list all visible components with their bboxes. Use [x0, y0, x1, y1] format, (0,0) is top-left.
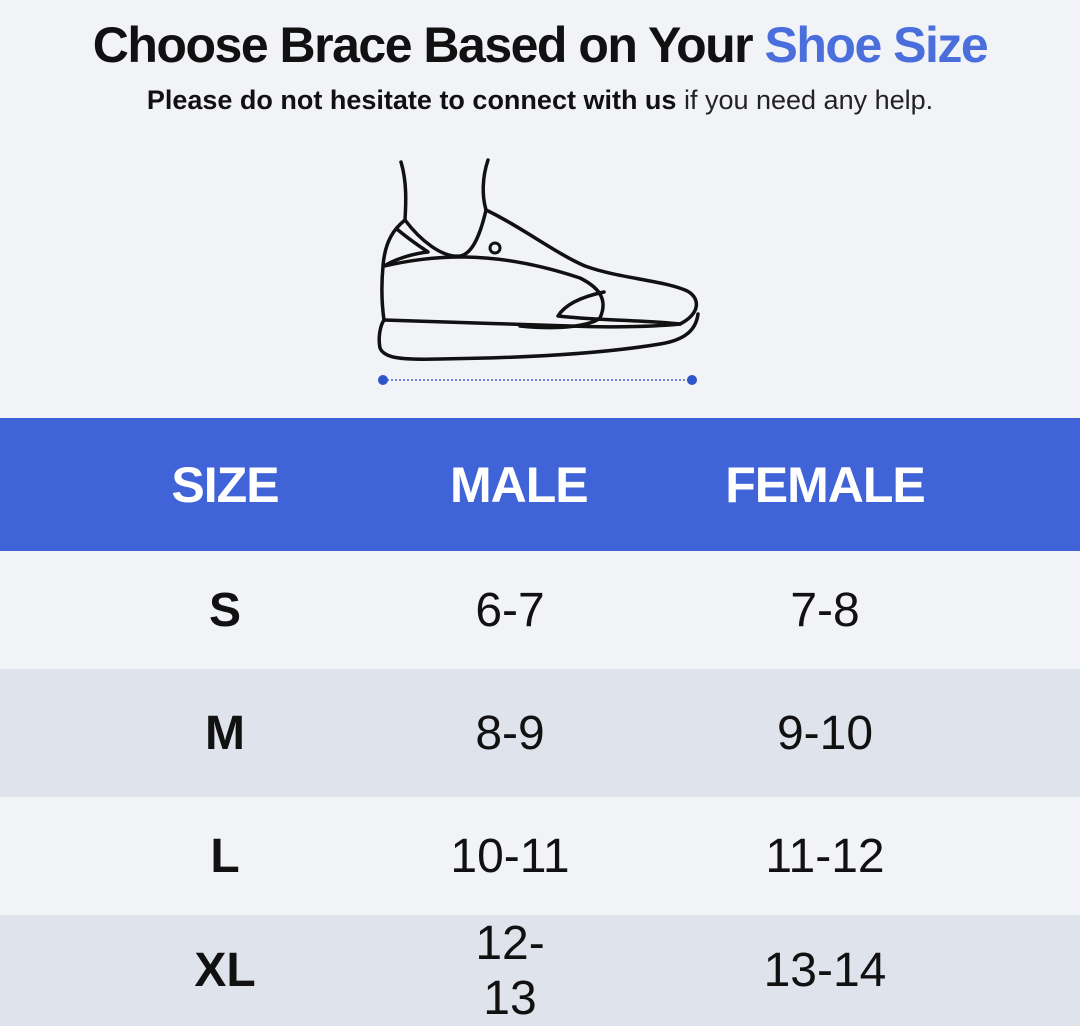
header-female: FEMALE — [725, 456, 926, 513]
row-female: 9-10 — [776, 706, 874, 760]
sneaker-icon — [377, 158, 700, 361]
page-title: Choose Brace Based on Your Shoe Size — [0, 14, 1080, 76]
row-female: 7-8 — [790, 583, 860, 637]
row-male: 8-9 — [475, 706, 545, 760]
row-size: L — [210, 829, 240, 883]
shoe-illustration — [360, 148, 720, 398]
row-male: 6-7 — [475, 583, 545, 637]
page-subtitle: Please do not hesitate to connect with u… — [0, 80, 1080, 120]
row-size: M — [205, 706, 245, 760]
table-row: XL 12-13 13-14 — [0, 915, 1080, 1026]
title-main: Choose Brace Based on Your — [92, 17, 765, 73]
table-row: S 6-7 7-8 — [0, 551, 1080, 669]
row-male: 10-11 — [450, 829, 570, 883]
header: Choose Brace Based on Your Shoe Size Ple… — [0, 0, 1080, 130]
row-size: S — [208, 583, 241, 637]
table-header: SIZE MALE FEMALE — [0, 418, 1080, 551]
row-female: 11-12 — [765, 829, 885, 883]
row-male: 12-13 — [475, 916, 545, 1025]
size-chart-table: SIZE MALE FEMALE S 6-7 7-8 M 8-9 9-10 L … — [0, 418, 1080, 1026]
length-measure-icon — [378, 375, 697, 385]
header-size: SIZE — [171, 456, 279, 513]
row-size: XL — [194, 944, 256, 997]
subtitle-bold: Please do not hesitate to connect with u… — [146, 85, 677, 115]
header-male: MALE — [450, 456, 589, 513]
table-row: M 8-9 9-10 — [0, 669, 1080, 797]
subtitle-rest: if you need any help. — [676, 85, 934, 115]
table-row: L 10-11 11-12 — [0, 797, 1080, 915]
row-female: 13-14 — [763, 944, 887, 997]
title-accent: Shoe Size — [764, 17, 989, 73]
